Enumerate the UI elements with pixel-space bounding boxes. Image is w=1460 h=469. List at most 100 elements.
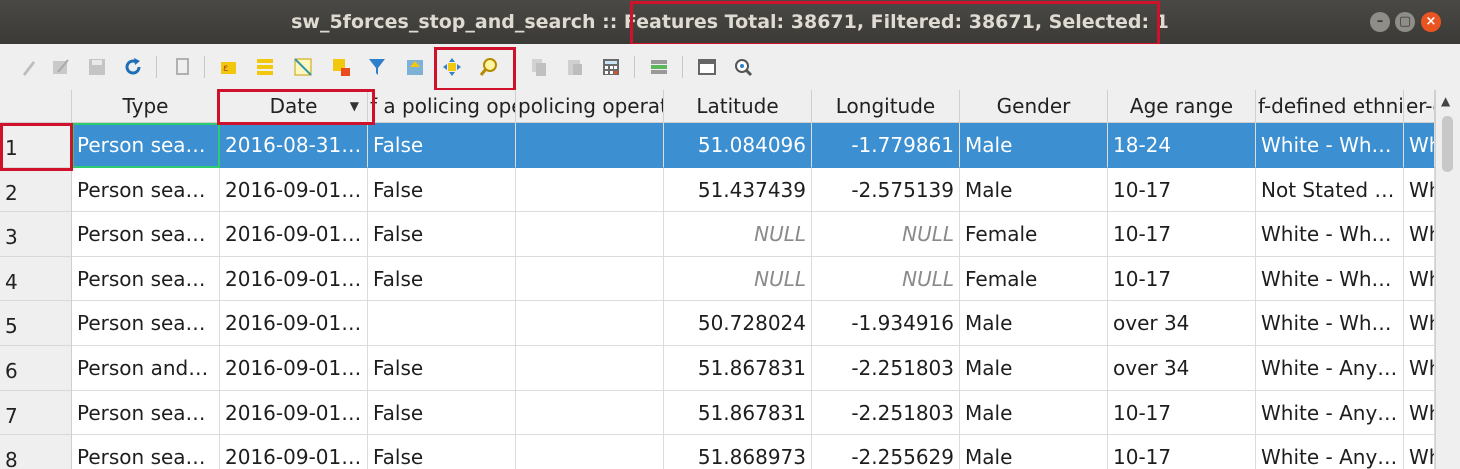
cell-longitude[interactable]: -2.251803 — [812, 390, 960, 436]
cell-part-of-policing-operation[interactable]: False — [368, 167, 516, 213]
cell-self-defined-ethnicity[interactable]: White - Any… — [1256, 435, 1404, 469]
cell-date[interactable]: 2016-09-01… — [220, 346, 368, 391]
invert-selection-button[interactable] — [288, 52, 318, 82]
cell-officer-defined-ethnicity[interactable]: Wh — [1404, 256, 1435, 302]
row-header[interactable]: 4 — [0, 256, 72, 302]
cell-age-range[interactable]: 10-17 — [1108, 256, 1256, 302]
cell-part-of-policing-operation[interactable]: False — [368, 256, 516, 302]
cell-gender[interactable]: Female — [960, 212, 1108, 257]
select-all-button[interactable] — [250, 52, 280, 82]
cell-self-defined-ethnicity[interactable]: White - Wh… — [1256, 301, 1404, 346]
cell-longitude[interactable]: NULL — [812, 256, 960, 302]
select-by-expression-button[interactable]: ε — [214, 52, 244, 82]
field-calculator-button[interactable] — [596, 52, 626, 82]
scrollbar-thumb[interactable] — [1442, 116, 1453, 172]
column-header-longitude[interactable]: Longitude — [812, 90, 960, 123]
cell-type[interactable]: Person and… — [72, 346, 220, 391]
cell-latitude[interactable]: 51.867831 — [664, 390, 812, 436]
filter-select-button[interactable] — [362, 52, 392, 82]
row-header[interactable]: 2 — [0, 167, 72, 213]
cell-gender[interactable]: Female — [960, 256, 1108, 302]
cell-part-of-policing-operation[interactable]: False — [368, 123, 516, 168]
cell-type[interactable]: Person sea… — [72, 167, 220, 213]
cell-latitude[interactable]: 50.728024 — [664, 301, 812, 346]
cell-officer-defined-ethnicity[interactable]: Wh — [1404, 167, 1435, 213]
cell-longitude[interactable]: -1.934916 — [812, 301, 960, 346]
column-header-latitude[interactable]: Latitude — [664, 90, 812, 123]
cell-gender[interactable]: Male — [960, 167, 1108, 213]
column-header-gender[interactable]: Gender — [960, 90, 1108, 123]
cell-part-of-policing-operation[interactable]: False — [368, 346, 516, 391]
cell-latitude[interactable]: 51.868973 — [664, 435, 812, 469]
cell-officer-defined-ethnicity[interactable]: Wh — [1404, 212, 1435, 257]
row-header[interactable]: 7 — [0, 390, 72, 436]
row-header[interactable]: 5 — [0, 301, 72, 346]
cell-gender[interactable]: Male — [960, 435, 1108, 469]
cell-officer-defined-ethnicity[interactable]: Wh — [1404, 390, 1435, 436]
row-header[interactable]: 3 — [0, 212, 72, 257]
cell-age-range[interactable]: over 34 — [1108, 301, 1256, 346]
column-header-type[interactable]: Type — [72, 90, 220, 123]
cell-self-defined-ethnicity[interactable]: Not Stated … — [1256, 167, 1404, 213]
cell-policing-operation[interactable] — [516, 212, 664, 257]
cell-latitude[interactable]: NULL — [664, 256, 812, 302]
pan-map-to-selected-button[interactable] — [437, 52, 467, 82]
cell-officer-defined-ethnicity[interactable]: Wh — [1404, 346, 1435, 391]
cell-date[interactable]: 2016-09-01… — [220, 301, 368, 346]
deselect-all-button[interactable] — [326, 52, 356, 82]
save-edits-button[interactable] — [82, 52, 112, 82]
cell-policing-operation[interactable] — [516, 256, 664, 302]
cell-type[interactable]: Person sea… — [72, 390, 220, 436]
cell-policing-operation[interactable] — [516, 301, 664, 346]
cell-gender[interactable]: Male — [960, 390, 1108, 436]
cell-policing-operation[interactable] — [516, 435, 664, 469]
cell-longitude[interactable]: -2.251803 — [812, 346, 960, 391]
cell-gender[interactable]: Male — [960, 346, 1108, 391]
cell-longitude[interactable]: -2.575139 — [812, 167, 960, 213]
add-feature-button[interactable] — [168, 52, 198, 82]
row-header[interactable]: 1 — [0, 123, 72, 168]
vertical-scrollbar[interactable]: ▲ — [1435, 90, 1460, 469]
cell-part-of-policing-operation[interactable]: False — [368, 212, 516, 257]
paste-rows-button[interactable] — [560, 52, 590, 82]
cell-date[interactable]: 2016-09-01… — [220, 390, 368, 436]
cell-part-of-policing-operation[interactable]: False — [368, 435, 516, 469]
cell-self-defined-ethnicity[interactable]: White - Wh… — [1256, 256, 1404, 302]
cell-age-range[interactable]: 10-17 — [1108, 212, 1256, 257]
cell-gender[interactable]: Male — [960, 301, 1108, 346]
conditional-formatting-button[interactable] — [644, 52, 674, 82]
cell-self-defined-ethnicity[interactable]: White - Any… — [1256, 390, 1404, 436]
cell-policing-operation[interactable] — [516, 123, 664, 168]
cell-age-range[interactable]: 18-24 — [1108, 123, 1256, 168]
copy-rows-button[interactable] — [524, 52, 554, 82]
column-header-officer-defined-ethnicity[interactable]: er-d — [1404, 90, 1435, 123]
cell-self-defined-ethnicity[interactable]: White - Any… — [1256, 346, 1404, 391]
cell-latitude[interactable]: 51.867831 — [664, 346, 812, 391]
cell-policing-operation[interactable] — [516, 346, 664, 391]
scroll-up-icon[interactable]: ▲ — [1441, 94, 1451, 108]
cell-officer-defined-ethnicity[interactable]: Wh — [1404, 123, 1435, 168]
cell-officer-defined-ethnicity[interactable]: Wh — [1404, 301, 1435, 346]
cell-type[interactable]: Person sea… — [72, 256, 220, 302]
cell-age-range[interactable]: 10-17 — [1108, 167, 1256, 213]
dock-table-button[interactable] — [692, 52, 722, 82]
column-header-policing-operation[interactable]: policing operati — [516, 90, 664, 123]
cell-policing-operation[interactable] — [516, 390, 664, 436]
cell-longitude[interactable]: -1.779861 — [812, 123, 960, 168]
cell-policing-operation[interactable] — [516, 167, 664, 213]
cell-date[interactable]: 2016-08-31… — [220, 123, 368, 168]
cell-age-range[interactable]: 10-17 — [1108, 390, 1256, 436]
cell-type[interactable]: Person sea… — [72, 123, 220, 168]
move-selection-to-top-button[interactable] — [400, 52, 430, 82]
cell-part-of-policing-operation[interactable] — [368, 301, 516, 346]
cell-longitude[interactable]: NULL — [812, 212, 960, 257]
cell-type[interactable]: Person sea… — [72, 212, 220, 257]
cell-part-of-policing-operation[interactable]: False — [368, 390, 516, 436]
row-header[interactable]: 8 — [0, 435, 72, 469]
maximize-button[interactable]: ▢ — [1395, 12, 1415, 32]
cell-date[interactable]: 2016-09-01… — [220, 212, 368, 257]
cell-type[interactable]: Person sea… — [72, 435, 220, 469]
column-header-self-defined-ethnicity[interactable]: f-defined ethni — [1256, 90, 1404, 123]
cell-officer-defined-ethnicity[interactable]: Wh — [1404, 435, 1435, 469]
cell-date[interactable]: 2016-09-01… — [220, 167, 368, 213]
